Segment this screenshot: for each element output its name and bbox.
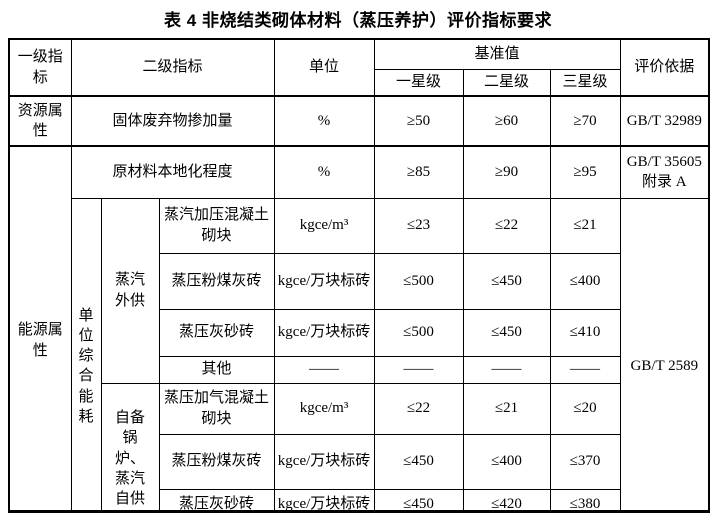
evaluation-indicator-table: 一级指标 二级指标 单位 基准值 评价依据 一星级 二星级 三星级 资源属性 固… <box>8 38 711 517</box>
page-title: 表 4 非烧结类砌体材料（蒸压养护）评价指标要求 <box>164 11 552 30</box>
header-evaluation-basis: 评价依据 <box>619 38 710 97</box>
value-self-flyash-star2: ≤400 <box>462 433 551 490</box>
indicator-ext-sandlime-brick: 蒸压灰砂砖 <box>158 308 275 357</box>
unit-self-flyash-brick: kgce/万块标砖 <box>273 433 375 490</box>
basis-energy-consumption: GB/T 2589 <box>619 197 710 517</box>
table-row: 蒸压粉煤灰砖 kgce/万块标砖 ≤450 ≤400 ≤370 <box>9 433 709 490</box>
value-self-aac-star3: ≤20 <box>549 382 621 435</box>
value-localization-star3: ≥95 <box>549 145 621 199</box>
table-row: 能源属性 原材料本地化程度 % ≥85 ≥90 ≥95 GB/T 35605 附… <box>8 145 710 517</box>
group-boiler-self-supply: 自备 锅 炉、 蒸汽 自供 <box>100 382 160 517</box>
table-row: 单 位 综 合 能 耗 蒸汽 外供 蒸汽加压混凝土砌块 kgce/m³ ≤23 … <box>9 197 710 517</box>
value-ext-aac-star2: ≤22 <box>462 197 551 254</box>
unit-localization: % <box>273 145 375 199</box>
value-ext-flyash-star3: ≤400 <box>549 252 621 310</box>
indicator-localization: 原材料本地化程度 <box>70 145 275 199</box>
table-row: 蒸压粉煤灰砖 kgce/万块标砖 ≤500 ≤450 ≤400 <box>9 252 709 310</box>
category-resource: 资源属性 <box>8 95 72 147</box>
value-ext-other-star1: —— <box>373 355 464 384</box>
value-ext-aac-star1: ≤23 <box>373 197 464 254</box>
value-self-aac-star2: ≤21 <box>462 382 551 435</box>
basis-solid-waste: GB/T 32989 <box>619 95 710 147</box>
header-row-2: 一星级 二星级 三星级 <box>9 68 709 97</box>
header-benchmark: 基准值 <box>373 38 621 70</box>
value-self-flyash-star1: ≤450 <box>373 433 464 490</box>
header-level2-indicator: 二级指标 <box>70 38 275 97</box>
value-localization-star2: ≥90 <box>462 145 551 199</box>
unit-ext-sandlime-brick: kgce/万块标砖 <box>273 308 375 357</box>
value-self-aac-star1: ≤22 <box>373 382 464 435</box>
header-star-1: 一星级 <box>373 68 464 97</box>
indicator-solid-waste: 固体废弃物掺加量 <box>70 95 275 147</box>
indicator-self-aac-block: 蒸压加气混凝土砌块 <box>158 382 275 435</box>
table-bottom-rule <box>8 510 708 513</box>
value-solid-waste-star3: ≥70 <box>549 95 621 147</box>
indicator-ext-aac-block: 蒸汽加压混凝土砌块 <box>158 197 275 254</box>
header-level1-indicator: 一级指标 <box>8 38 72 97</box>
value-ext-aac-star3: ≤21 <box>549 197 621 254</box>
value-ext-flyash-star2: ≤450 <box>462 252 551 310</box>
header-star-2: 二星级 <box>462 68 551 97</box>
table-row: 其他 —— —— —— —— <box>9 355 709 384</box>
unit-self-sandlime-brick: kgce/万块标砖 <box>273 488 375 517</box>
unit-solid-waste: % <box>273 95 375 147</box>
value-localization-star1: ≥85 <box>373 145 464 199</box>
table-row: 自备 锅 炉、 蒸汽 自供 蒸压加气混凝土砌块 kgce/m³ ≤22 ≤21 … <box>9 382 709 517</box>
value-ext-sandlime-star3: ≤410 <box>549 308 621 357</box>
category-energy: 能源属性 <box>8 145 72 517</box>
value-ext-sandlime-star2: ≤450 <box>462 308 551 357</box>
header-row-1: 一级指标 二级指标 单位 基准值 评价依据 <box>8 38 710 97</box>
value-ext-flyash-star1: ≤500 <box>373 252 464 310</box>
group-unit-energy-consumption: 单 位 综 合 能 耗 <box>70 197 102 517</box>
basis-localization: GB/T 35605 附录 A <box>619 145 710 199</box>
value-solid-waste-star1: ≥50 <box>373 95 464 147</box>
indicator-ext-flyash-brick: 蒸压粉煤灰砖 <box>158 252 275 310</box>
indicator-ext-other: 其他 <box>158 355 275 384</box>
value-self-flyash-star3: ≤370 <box>549 433 621 490</box>
group-steam-external-supply: 蒸汽 外供 <box>100 197 160 384</box>
unit-self-aac-block: kgce/m³ <box>273 382 375 435</box>
value-solid-waste-star2: ≥60 <box>462 95 551 147</box>
value-ext-other-star3: —— <box>549 355 621 384</box>
value-ext-sandlime-star1: ≤500 <box>373 308 464 357</box>
unit-ext-flyash-brick: kgce/万块标砖 <box>273 252 375 310</box>
header-star-3: 三星级 <box>549 68 621 97</box>
unit-ext-other: —— <box>273 355 375 384</box>
table-row: 资源属性 固体废弃物掺加量 % ≥50 ≥60 ≥70 GB/T 32989 <box>8 95 710 147</box>
header-unit: 单位 <box>273 38 375 97</box>
indicator-self-flyash-brick: 蒸压粉煤灰砖 <box>158 433 275 490</box>
table-row: 蒸压灰砂砖 kgce/万块标砖 ≤500 ≤450 ≤410 <box>9 308 709 357</box>
bottom-crop-mask <box>0 513 716 517</box>
value-ext-other-star2: —— <box>462 355 551 384</box>
unit-ext-aac-block: kgce/m³ <box>273 197 375 254</box>
